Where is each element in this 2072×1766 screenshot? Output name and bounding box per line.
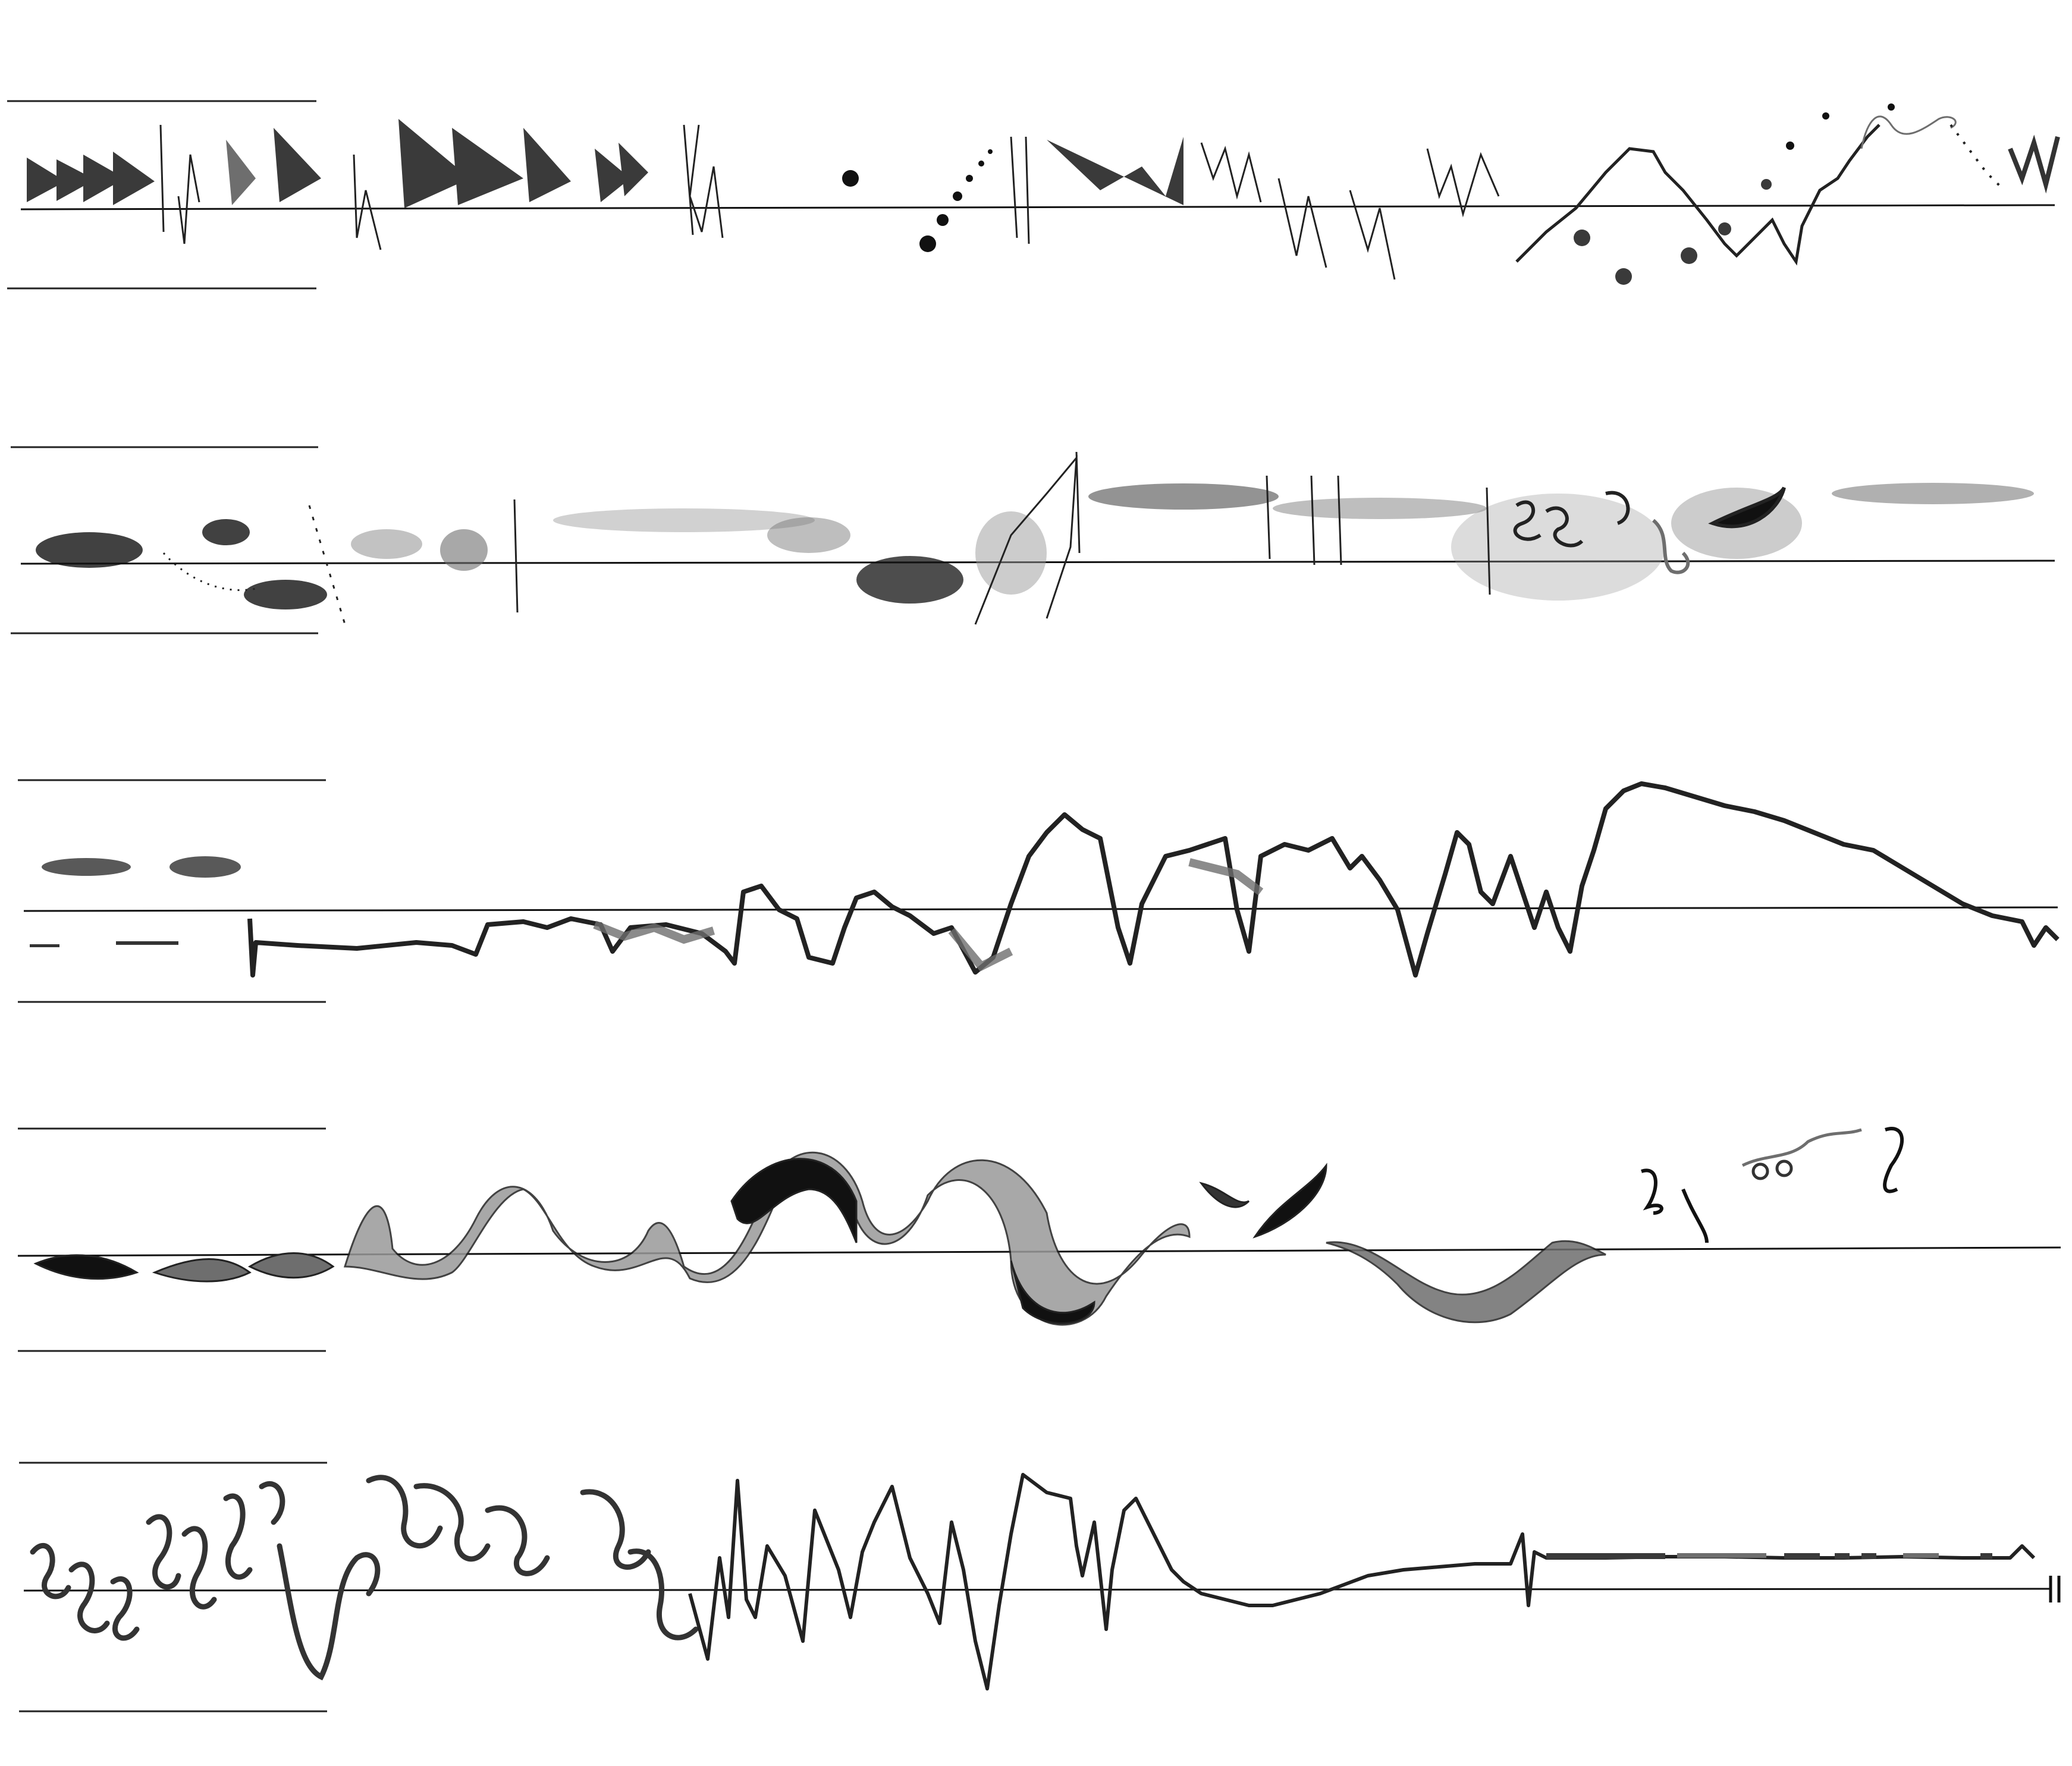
rising-contour [1515, 124, 1881, 266]
system-3 [18, 779, 2060, 1003]
jagged-contour [247, 781, 2060, 978]
system-5 [19, 1462, 2061, 1712]
loop-squiggle [1860, 115, 1957, 149]
stipple-marks [162, 451, 1491, 625]
center-line [20, 204, 2055, 210]
stipple-clouds [36, 483, 2034, 609]
curl-cluster [30, 1475, 699, 1681]
wedge-cluster [27, 119, 1183, 208]
dot-cluster [842, 103, 1895, 285]
scribble-tail [2008, 134, 2060, 194]
system-2 [11, 446, 2055, 634]
noise-clusters [30, 856, 241, 947]
noise-band [593, 858, 1264, 972]
dotted-descent [1949, 124, 2005, 191]
system-1 [7, 100, 2060, 290]
center-line [23, 906, 2058, 912]
center-line [23, 1588, 2052, 1592]
zigzag-contour [688, 1473, 2036, 1690]
spike-cluster [159, 124, 1500, 280]
ribbon-waves [33, 1127, 1904, 1326]
curl-group [1513, 486, 1786, 574]
tail-fragments [1546, 1553, 1992, 1559]
system-4 [17, 1127, 2061, 1352]
final-barline [2049, 1576, 2061, 1602]
